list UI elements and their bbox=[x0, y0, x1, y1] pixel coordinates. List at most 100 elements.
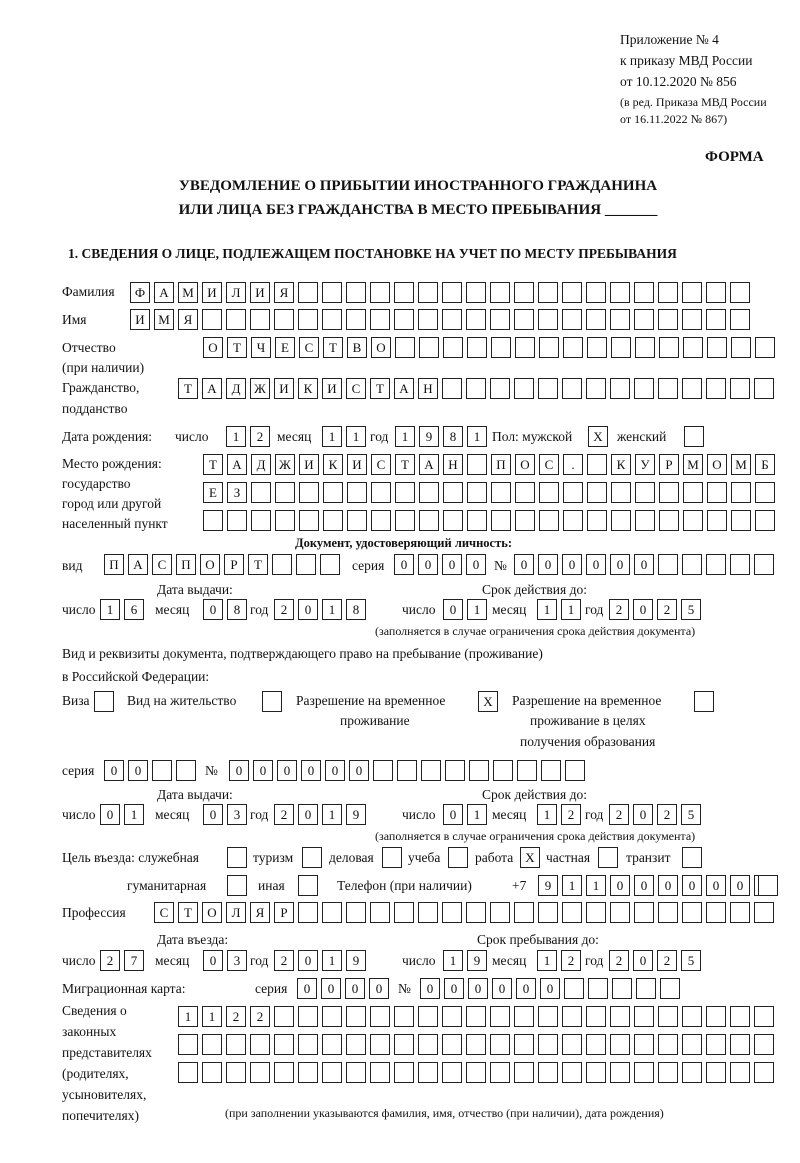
representatives-line-2[interactable] bbox=[178, 1034, 778, 1055]
char-box[interactable]: О bbox=[707, 454, 727, 475]
char-box[interactable]: Ч bbox=[251, 337, 271, 358]
birthplace-line-3[interactable] bbox=[203, 510, 779, 531]
char-box[interactable] bbox=[562, 902, 582, 923]
char-box[interactable] bbox=[541, 760, 561, 781]
char-box[interactable]: 7 bbox=[124, 950, 144, 971]
char-box[interactable] bbox=[682, 847, 702, 868]
char-box[interactable] bbox=[730, 1006, 750, 1027]
char-box[interactable] bbox=[466, 378, 486, 399]
purpose-study-checkbox[interactable] bbox=[448, 847, 472, 868]
char-box[interactable] bbox=[250, 1034, 270, 1055]
char-box[interactable]: 1 bbox=[322, 950, 342, 971]
char-box[interactable] bbox=[298, 1062, 318, 1083]
char-box[interactable] bbox=[394, 1006, 414, 1027]
char-box[interactable] bbox=[515, 510, 535, 531]
char-box[interactable] bbox=[538, 1034, 558, 1055]
char-box[interactable] bbox=[610, 1062, 630, 1083]
char-box[interactable] bbox=[346, 1062, 366, 1083]
char-box[interactable] bbox=[682, 902, 702, 923]
char-box[interactable]: 0 bbox=[586, 554, 606, 575]
char-box[interactable] bbox=[466, 1034, 486, 1055]
char-box[interactable] bbox=[419, 337, 439, 358]
char-box[interactable]: С bbox=[154, 902, 174, 923]
char-box[interactable] bbox=[564, 978, 584, 999]
char-box[interactable]: 2 bbox=[657, 950, 677, 971]
char-box[interactable] bbox=[275, 482, 295, 503]
char-box[interactable]: Т bbox=[248, 554, 268, 575]
char-box[interactable] bbox=[563, 482, 583, 503]
char-box[interactable]: 8 bbox=[227, 599, 247, 620]
char-box[interactable] bbox=[683, 482, 703, 503]
char-box[interactable]: 0 bbox=[633, 804, 653, 825]
char-box[interactable] bbox=[466, 902, 486, 923]
char-box[interactable]: Т bbox=[203, 454, 223, 475]
char-box[interactable]: Р bbox=[274, 902, 294, 923]
char-box[interactable] bbox=[610, 378, 630, 399]
char-box[interactable] bbox=[298, 282, 318, 303]
char-box[interactable] bbox=[755, 510, 775, 531]
char-box[interactable] bbox=[298, 902, 318, 923]
char-box[interactable] bbox=[514, 282, 534, 303]
char-box[interactable] bbox=[176, 760, 196, 781]
char-box[interactable]: С bbox=[299, 337, 319, 358]
char-box[interactable] bbox=[682, 1062, 702, 1083]
char-box[interactable] bbox=[466, 309, 486, 330]
char-box[interactable]: 0 bbox=[277, 760, 297, 781]
char-box[interactable] bbox=[296, 554, 316, 575]
char-box[interactable] bbox=[298, 1034, 318, 1055]
char-box[interactable]: 0 bbox=[610, 875, 630, 896]
char-box[interactable] bbox=[659, 510, 679, 531]
char-box[interactable] bbox=[346, 902, 366, 923]
char-box[interactable] bbox=[538, 1006, 558, 1027]
char-box[interactable] bbox=[612, 978, 632, 999]
char-box[interactable] bbox=[346, 1034, 366, 1055]
char-box[interactable] bbox=[322, 282, 342, 303]
char-box[interactable] bbox=[754, 554, 774, 575]
char-box[interactable] bbox=[610, 1034, 630, 1055]
char-box[interactable]: У bbox=[635, 454, 655, 475]
char-box[interactable] bbox=[682, 378, 702, 399]
char-box[interactable] bbox=[539, 337, 559, 358]
char-box[interactable] bbox=[394, 309, 414, 330]
char-box[interactable]: О bbox=[202, 902, 222, 923]
char-box[interactable]: 0 bbox=[420, 978, 440, 999]
char-box[interactable] bbox=[706, 1006, 726, 1027]
char-box[interactable] bbox=[611, 510, 631, 531]
char-box[interactable]: 1 bbox=[467, 426, 487, 447]
char-box[interactable]: И bbox=[347, 454, 367, 475]
char-box[interactable]: Я bbox=[250, 902, 270, 923]
char-box[interactable] bbox=[491, 510, 511, 531]
char-box[interactable]: Б bbox=[755, 454, 775, 475]
char-box[interactable]: И bbox=[322, 378, 342, 399]
char-box[interactable]: Л bbox=[226, 902, 246, 923]
char-box[interactable]: 1 bbox=[562, 875, 582, 896]
char-box[interactable] bbox=[227, 510, 247, 531]
char-box[interactable] bbox=[634, 282, 654, 303]
purpose-transit-checkbox[interactable] bbox=[682, 847, 706, 868]
char-box[interactable] bbox=[467, 454, 487, 475]
char-box[interactable] bbox=[469, 760, 489, 781]
char-box[interactable] bbox=[299, 510, 319, 531]
char-box[interactable]: И bbox=[202, 282, 222, 303]
char-box[interactable] bbox=[418, 282, 438, 303]
char-box[interactable]: 8 bbox=[443, 426, 463, 447]
char-box[interactable] bbox=[442, 282, 462, 303]
char-box[interactable] bbox=[634, 1006, 654, 1027]
char-box[interactable] bbox=[658, 1062, 678, 1083]
char-box[interactable]: 1 bbox=[100, 599, 120, 620]
char-box[interactable] bbox=[538, 1062, 558, 1083]
char-box[interactable] bbox=[298, 1006, 318, 1027]
